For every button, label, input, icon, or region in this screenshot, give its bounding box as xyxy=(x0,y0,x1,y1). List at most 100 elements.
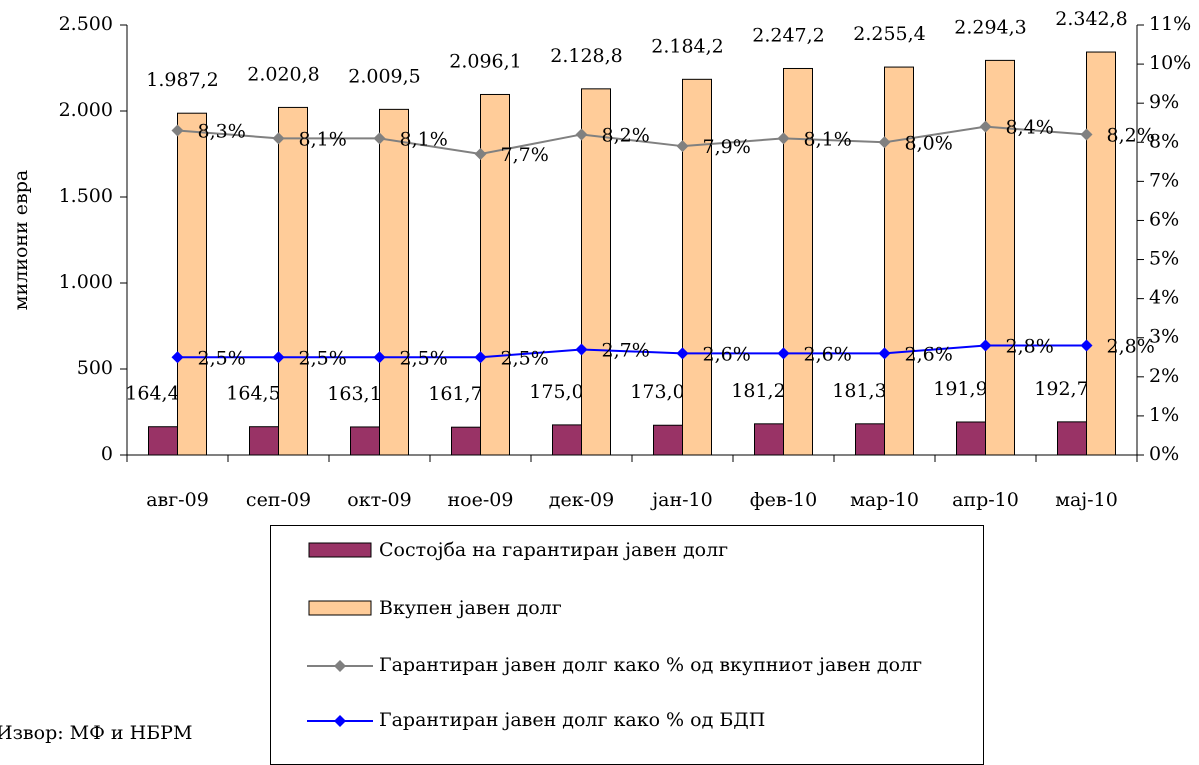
bar xyxy=(754,423,784,456)
data-label: 1.987,2 xyxy=(146,69,219,91)
data-label: 2.294,3 xyxy=(954,16,1027,38)
bar xyxy=(956,421,986,456)
source-note: Извор: МФ и НБРМ xyxy=(0,722,193,744)
data-label: 2,5% xyxy=(198,347,246,369)
y-tick-label: 1.500 xyxy=(59,185,113,207)
legend-swatch-marker xyxy=(334,660,346,672)
marker xyxy=(171,351,184,364)
bar xyxy=(1057,421,1087,456)
bar xyxy=(855,423,885,456)
marker xyxy=(676,140,689,153)
marker xyxy=(878,136,891,149)
legend-item: Вкупен јавен долг xyxy=(307,596,979,621)
y2-tick-label: 1% xyxy=(1149,404,1179,426)
data-label: 7,9% xyxy=(703,136,751,158)
bar xyxy=(884,66,914,456)
bar xyxy=(177,112,207,456)
data-label: 8,4% xyxy=(1006,117,1054,139)
bar xyxy=(682,78,712,456)
data-label: 2.184,2 xyxy=(651,35,724,57)
legend-item: Состојба на гарантиран јавен долг xyxy=(307,538,979,563)
data-label: 8,1% xyxy=(400,128,448,150)
data-label: 2.128,8 xyxy=(550,45,623,67)
y-tick-label: 2.500 xyxy=(59,13,113,35)
bar xyxy=(249,426,279,456)
marker xyxy=(575,128,588,141)
marker xyxy=(474,351,487,364)
y2-tick-label: 2% xyxy=(1149,365,1179,387)
data-label: 8,2% xyxy=(1107,124,1155,146)
y2-tick-label: 6% xyxy=(1149,208,1179,230)
x-tick-label: окт-09 xyxy=(347,489,411,511)
y-tick-label: 2.000 xyxy=(59,99,113,121)
y2-tick-label: 9% xyxy=(1149,91,1179,113)
line xyxy=(177,125,1087,156)
bar xyxy=(552,424,582,456)
x-tick-label: апр-10 xyxy=(952,489,1019,511)
legend-label: Гарантиран јавен долг како % од БДП xyxy=(379,709,766,731)
data-label: 7,7% xyxy=(501,144,549,166)
line xyxy=(177,344,1087,359)
y2-tick-label: 7% xyxy=(1149,169,1179,191)
y2-tick-label: 0% xyxy=(1149,443,1179,465)
x-tick-label: сеп-09 xyxy=(246,489,311,511)
data-label: 2.247,2 xyxy=(752,24,825,46)
marker xyxy=(676,347,689,360)
legend-label: Вкупен јавен долг xyxy=(379,597,562,619)
data-label: 173,0 xyxy=(630,381,684,403)
data-label: 2,6% xyxy=(804,343,852,365)
bar xyxy=(581,88,611,456)
legend-swatch-box xyxy=(308,600,372,616)
page: милиони евра 0 500 1.000 1.500 2.000 2.500 0% 1… xyxy=(0,8,1192,765)
x-tick-label: мај-10 xyxy=(1055,489,1118,511)
data-label: 2,5% xyxy=(501,347,549,369)
data-label: 2.342,8 xyxy=(1055,8,1128,30)
marker xyxy=(373,351,386,364)
data-label: 2.020,8 xyxy=(247,63,320,85)
legend-label: Гарантиран јавен долг како % од вкупниот… xyxy=(379,654,923,676)
data-label: 164,4 xyxy=(125,383,179,405)
legend-swatch xyxy=(307,715,373,727)
data-label: 2.255,4 xyxy=(853,23,926,45)
marker xyxy=(171,124,184,137)
bar xyxy=(350,426,380,456)
legend-swatch-marker xyxy=(334,715,346,727)
data-label: 8,1% xyxy=(299,128,347,150)
data-label: 191,9 xyxy=(933,378,987,400)
legend-swatch xyxy=(307,660,373,672)
y2-tick-label: 5% xyxy=(1149,248,1179,270)
y-tick-label: 0 xyxy=(101,443,113,465)
legend-label: Состојба на гарантиран јавен долг xyxy=(379,539,729,561)
y2-tick-label: 4% xyxy=(1149,287,1179,309)
y2-tick-label: 8% xyxy=(1149,130,1179,152)
data-label: 8,0% xyxy=(905,132,953,154)
marker xyxy=(272,351,285,364)
data-label: 192,7 xyxy=(1034,378,1088,400)
marker xyxy=(878,347,891,360)
data-label: 8,3% xyxy=(198,121,246,143)
x-tick-label: ное-09 xyxy=(448,489,514,511)
data-label: 2.096,1 xyxy=(449,50,522,72)
x-tick-label: авг-09 xyxy=(146,489,209,511)
bar xyxy=(1086,51,1116,456)
bar xyxy=(783,67,813,456)
data-label: 8,2% xyxy=(602,124,650,146)
marker xyxy=(1080,128,1093,141)
data-label: 2,6% xyxy=(905,343,953,365)
data-label: 2,5% xyxy=(299,347,347,369)
y-tick-label: 500 xyxy=(77,357,113,379)
data-label: 181,2 xyxy=(731,380,785,402)
marker xyxy=(777,132,790,145)
marker xyxy=(474,148,487,160)
x-tick-label: јан-10 xyxy=(650,489,712,511)
data-label: 2,6% xyxy=(703,343,751,365)
data-label: 8,1% xyxy=(804,128,852,150)
data-label: 2.009,5 xyxy=(348,65,421,87)
y2-tick-label: 11% xyxy=(1149,13,1191,35)
data-label: 164,5 xyxy=(226,383,280,405)
data-label: 2,8% xyxy=(1107,336,1155,358)
legend-swatch xyxy=(308,542,372,558)
marker xyxy=(575,343,588,356)
data-label: 175,0 xyxy=(529,381,583,403)
marker xyxy=(272,132,285,145)
